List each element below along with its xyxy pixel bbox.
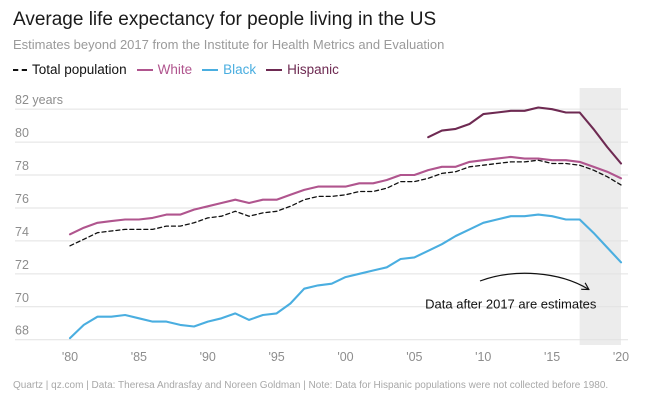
footer-source: Quartz | qz.com | Data: Theresa Andrasfa…	[13, 380, 609, 391]
series-line-total	[69, 159, 622, 247]
chart-title: Average life expectancy for people livin…	[13, 9, 437, 30]
x-tick-label-1990: '90	[200, 350, 216, 364]
legend-label-hispanic: Hispanic	[287, 62, 339, 77]
y-tick-label-80: 80	[15, 126, 29, 140]
legend-swatch-hispanic	[266, 68, 283, 71]
x-tick-label-2000: '00	[337, 350, 353, 364]
legend-item-white: White	[136, 62, 193, 77]
y-tick-label-78: 78	[15, 159, 29, 173]
series-line-hispanic	[427, 106, 623, 165]
y-tick-label-70: 70	[15, 291, 29, 305]
y-tick-label-72: 72	[15, 258, 29, 272]
legend-item-total: Total population	[13, 62, 127, 77]
series-line-black	[68, 213, 623, 340]
estimate-region	[579, 88, 621, 345]
x-tick-label-2020: '20	[613, 350, 629, 364]
x-tick-label-2015: '15	[544, 350, 560, 364]
legend: Total population White Black Hispanic	[13, 62, 349, 77]
y-tick-label-76: 76	[15, 192, 29, 206]
legend-label-total: Total population	[32, 62, 127, 77]
legend-label-black: Black	[223, 62, 257, 77]
annotation-arrow	[479, 272, 588, 289]
legend-item-black: Black	[202, 62, 256, 77]
x-tick-label-2010: '10	[475, 350, 491, 364]
x-tick-label-2005: '05	[406, 350, 422, 364]
legend-item-hispanic: Hispanic	[266, 62, 339, 77]
series-line-white	[68, 155, 623, 236]
legend-label-white: White	[157, 62, 193, 77]
chart-subtitle: Estimates beyond 2017 from the Institute…	[13, 37, 445, 52]
annotation-text: Data after 2017 are estimates	[425, 296, 597, 311]
legend-swatch-total	[13, 68, 27, 71]
legend-swatch-black	[202, 68, 219, 71]
x-tick-label-1980: '80	[62, 350, 78, 364]
y-tick-label-82: 82 years	[15, 93, 63, 107]
x-tick-label-1995: '95	[268, 350, 284, 364]
y-tick-label-68: 68	[15, 324, 29, 338]
y-tick-label-74: 74	[15, 225, 29, 239]
x-tick-label-1985: '85	[131, 350, 147, 364]
legend-swatch-white	[136, 68, 153, 71]
